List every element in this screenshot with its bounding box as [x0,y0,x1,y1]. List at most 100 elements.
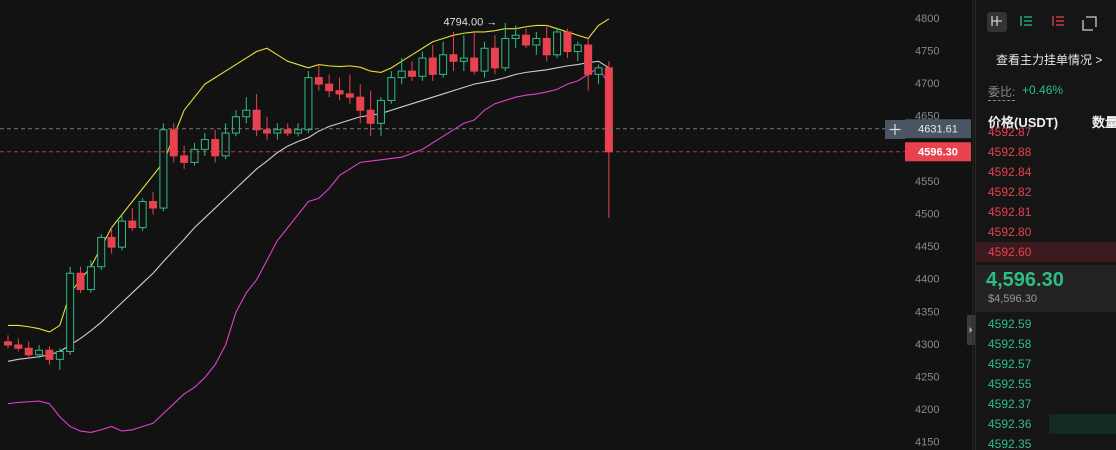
candle-body [439,54,448,75]
order-price: 4592.84 [988,165,1032,179]
candle-body [138,201,147,229]
order-price: 4592.87 [988,125,1032,139]
y-tick-label: 4150 [915,437,939,449]
candle-body [480,47,489,72]
tab-icon [991,16,1002,26]
order-row[interactable]: 4592.37 [976,394,1116,414]
candle-body [159,129,168,209]
plus-icon [889,124,901,135]
candle-body [169,129,178,157]
tab-bids[interactable] [1020,16,1032,26]
candle-body [356,96,365,111]
view-tabs [987,12,1097,32]
order-row[interactable]: 4592.55 [976,374,1116,394]
order-price: 4592.37 [988,397,1032,411]
band-line [7,60,610,362]
main-orders-link[interactable]: 查看主力挂单情况 > [996,53,1103,67]
candle-body [501,37,510,69]
order-row[interactable]: 4592.80 [976,222,1116,242]
order-book: 查看主力挂单情况 > 委比: +0.46% 价格(USDT) 数量 4592.8… [975,0,1116,450]
band-line [7,67,610,433]
candle-body [97,236,106,268]
order-row[interactable]: 4592.84 [976,162,1116,182]
candle-body [86,266,95,291]
order-row[interactable]: 4592.57 [976,354,1116,374]
candle-body [408,70,417,77]
order-row[interactable]: 4592.81 [976,202,1116,222]
candle-body [252,109,261,131]
tab-asks[interactable] [1052,16,1064,26]
order-row[interactable]: 4592.58 [976,334,1116,354]
mid-price: 4,596.30 [986,269,1064,291]
order-price: 4592.60 [988,245,1032,259]
candle-body [470,57,479,72]
candle-body [511,34,520,39]
order-price: 4592.81 [988,205,1032,219]
candle-body [449,54,458,62]
candle-body [563,31,572,53]
last-price-label: 4596.30 [918,147,958,159]
depth-bar [1049,414,1116,434]
price-header: 价格(USDT) [988,115,1059,130]
y-tick-label: 4500 [915,208,939,220]
candle-body [387,77,396,101]
order-price: 4592.88 [988,145,1032,159]
candle-body [211,139,220,157]
candle-body [190,148,199,163]
candle-body [128,220,137,229]
order-row[interactable]: 4592.82 [976,182,1116,202]
candle-body [76,272,85,291]
candle-body [107,236,116,248]
order-row[interactable]: 4592.35 [976,434,1116,450]
tab-popout[interactable] [1082,16,1097,31]
y-tick-label: 4300 [915,339,939,351]
candle-body [490,47,499,69]
order-row[interactable]: 4592.88 [976,142,1116,162]
y-tick-label: 4700 [915,78,939,90]
candle-body [242,109,251,118]
order-price: 4592.57 [988,357,1032,371]
order-row[interactable]: 4592.59 [976,314,1116,334]
candle-body [584,44,593,75]
y-tick-label: 4250 [915,372,939,384]
order-row[interactable]: 4592.36 [976,414,1116,434]
order-row[interactable]: 4592.87 [976,122,1116,142]
collapse-icon [969,327,973,333]
candle-body [604,67,613,153]
candle-body [314,77,323,85]
mid-usd: $4,596.30 [988,293,1037,305]
candle-body [345,93,354,98]
candle-body [149,201,158,209]
candle-body [4,341,12,346]
crosshair-label: 4631.61 [918,124,958,136]
candle-body [55,351,64,360]
ratio-label: 委比: [988,85,1016,101]
candle-body [221,132,230,157]
order-price: 4592.82 [988,185,1032,199]
candle-body [376,99,385,124]
candle-body [180,155,189,163]
candle-body [294,129,303,134]
candle-body [200,139,209,150]
candle-body [573,44,582,53]
candle-body [14,344,23,349]
candle-body [418,57,427,77]
chart: 4800475047004650460045504500445044004350… [0,0,975,450]
crosshair-label-box [905,119,971,139]
y-tick-label: 4800 [915,13,939,25]
last-price-box [905,142,971,162]
y-tick-label: 4550 [915,176,939,188]
candle-body [397,70,406,79]
candle-body [325,83,334,92]
candle-body [35,349,44,356]
y-tick-label: 4200 [915,404,939,416]
mid-box [976,265,1116,312]
ratio-value: +0.46% [1022,83,1064,97]
candle-body [366,109,375,124]
band-line [8,18,610,333]
order-row[interactable]: 4592.60 [976,242,1116,262]
candle-body [553,31,562,56]
order-price: 4592.36 [988,417,1032,431]
candle-body [24,347,33,356]
